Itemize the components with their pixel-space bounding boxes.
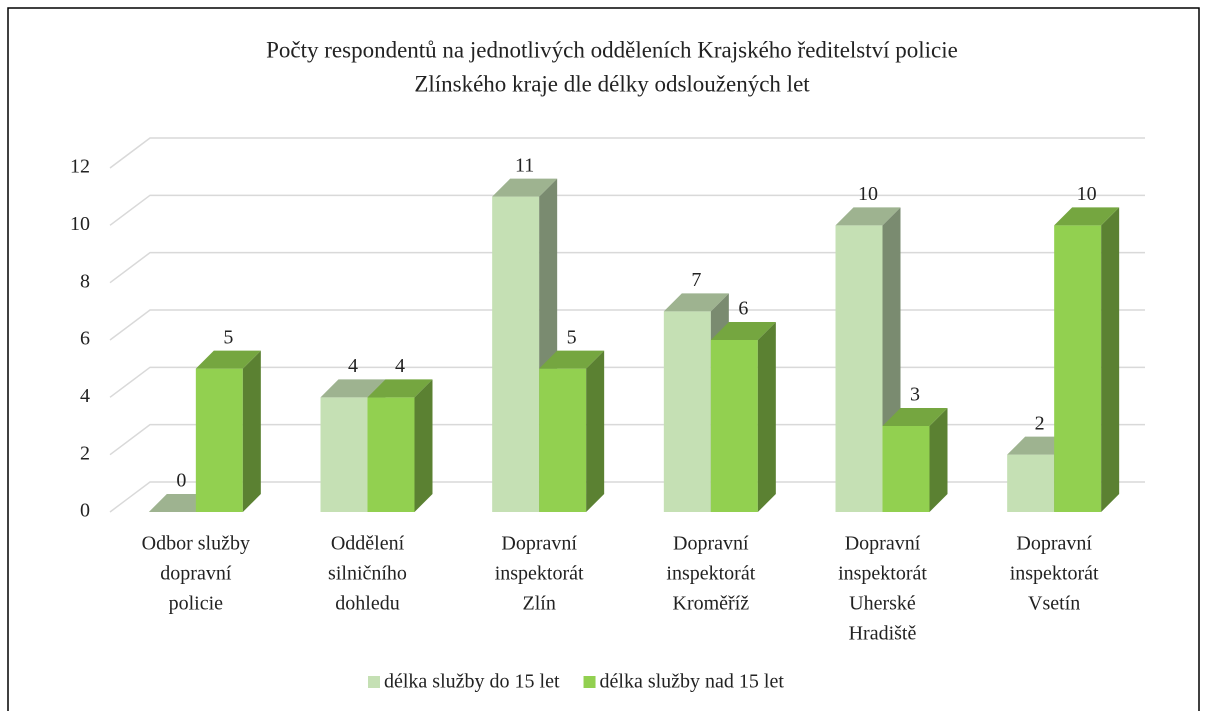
bar-face — [663, 293, 729, 312]
bar-face — [492, 196, 540, 512]
bar-face — [663, 311, 711, 512]
bar-face — [835, 207, 901, 226]
x-tick-label: inspektorát — [1010, 563, 1099, 585]
y-tick-label: 0 — [80, 500, 90, 522]
bar — [367, 379, 433, 512]
bar-face — [710, 340, 758, 512]
grid-line — [109, 309, 1145, 341]
x-tick-label: Dopravní — [845, 533, 921, 555]
bar-face — [195, 368, 243, 512]
legend-swatch — [583, 676, 596, 688]
x-tick-label: silničního — [328, 563, 407, 585]
bar-face — [367, 379, 433, 398]
data-label: 4 — [348, 355, 358, 377]
y-tick-label: 12 — [70, 156, 90, 178]
bar-face — [242, 350, 261, 512]
y-tick-label: 8 — [80, 270, 90, 292]
y-tick-label: 10 — [70, 213, 90, 235]
bar — [1054, 207, 1120, 513]
y-tick-label: 4 — [80, 385, 90, 407]
x-tick-label: dohledu — [335, 593, 399, 615]
x-tick-label: Uherské — [849, 593, 916, 615]
bar-face — [929, 408, 948, 512]
data-label: 10 — [858, 183, 878, 205]
bar-face — [757, 322, 776, 512]
data-label: 2 — [1035, 412, 1045, 434]
data-label: 4 — [395, 355, 405, 377]
x-tick-label: inspektorát — [495, 563, 584, 585]
grid-line — [109, 137, 1145, 169]
bar-face — [835, 225, 883, 513]
bar-face — [1007, 454, 1055, 512]
x-tick-label: dopravní — [160, 563, 232, 585]
bar-face — [586, 350, 605, 512]
chart-title: Zlínského kraje dle délky odsloužených l… — [414, 71, 810, 96]
bar-face — [367, 397, 415, 512]
x-tick-label: inspektorát — [666, 563, 755, 585]
grid-line — [109, 366, 1145, 398]
bar-face — [882, 426, 930, 512]
data-label: 7 — [691, 269, 701, 291]
bar-face — [1054, 225, 1102, 513]
bar-face — [539, 350, 605, 369]
bar-face — [195, 350, 261, 369]
y-tick-label: 2 — [80, 442, 90, 464]
bar — [195, 350, 261, 512]
bar-face — [710, 322, 776, 340]
x-tick-label: inspektorát — [838, 563, 927, 585]
bar-face — [492, 178, 558, 197]
x-tick-label: Vsetín — [1028, 593, 1080, 615]
legend-label: délka služby nad 15 let — [600, 671, 785, 693]
x-tick-label: Dopravní — [501, 533, 577, 555]
bar-face — [1054, 207, 1120, 226]
x-tick-label: policie — [169, 593, 224, 615]
x-tick-label: Kroměříž — [673, 593, 750, 615]
data-label: 5 — [567, 326, 577, 348]
data-label: 11 — [515, 154, 534, 176]
x-tick-label: Zlín — [522, 593, 555, 615]
x-tick-label: Odbor služby — [142, 533, 250, 555]
y-tick-label: 6 — [80, 328, 90, 350]
bar — [882, 408, 948, 512]
bar — [539, 350, 605, 512]
bar-face — [320, 379, 386, 398]
x-tick-label: Hradiště — [849, 623, 917, 645]
grid-line — [109, 251, 1145, 284]
bar-face — [539, 368, 587, 512]
x-tick-label: Dopravní — [1016, 533, 1092, 555]
x-tick-label: Oddělení — [331, 533, 405, 555]
x-tick-label: Dopravní — [673, 533, 749, 555]
data-label: 3 — [910, 384, 920, 406]
data-label: 10 — [1077, 183, 1097, 205]
legend-swatch — [368, 676, 380, 688]
bar — [710, 322, 776, 512]
chart-title: Počty respondentů na jednotlivých odděle… — [266, 37, 958, 62]
bar-face — [414, 379, 433, 512]
grid-line — [109, 423, 1145, 456]
bar-face — [320, 397, 368, 512]
data-label: 5 — [223, 326, 233, 348]
grid-line — [109, 194, 1145, 226]
bar-face — [1101, 207, 1120, 513]
grid-line — [109, 481, 1145, 513]
legend-label: délka služby do 15 let — [384, 671, 560, 693]
bar-face — [882, 408, 948, 426]
data-label: 6 — [738, 298, 748, 320]
data-label: 0 — [176, 470, 186, 492]
